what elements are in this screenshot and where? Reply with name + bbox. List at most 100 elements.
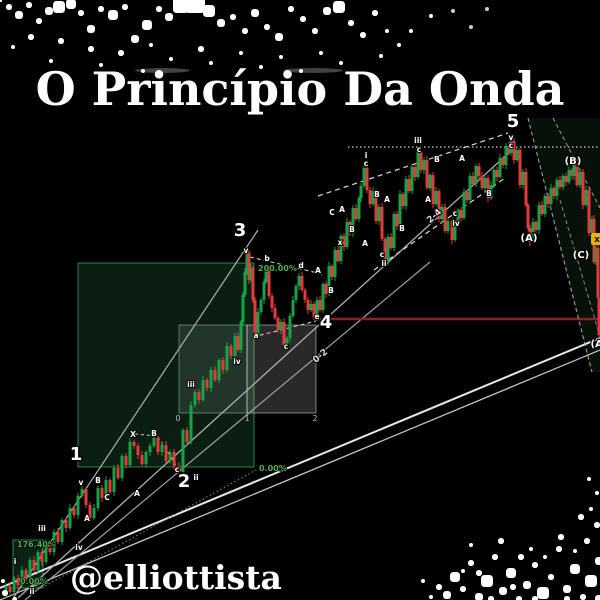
candle-body [72, 508, 76, 515]
candle-body [285, 338, 289, 345]
poster-title: O Princípio Da Onda [35, 62, 565, 116]
candle-body [108, 480, 112, 492]
candle-body [84, 489, 88, 505]
candle-body [489, 185, 493, 198]
wave-label-(A): (A) [521, 233, 538, 244]
candle-body [201, 380, 205, 400]
wave-label-3: 3 [234, 220, 247, 241]
candle-body [450, 221, 454, 240]
candle-body [309, 304, 313, 310]
candle-body [486, 178, 490, 198]
candle-body [209, 370, 213, 388]
candle-body [96, 488, 100, 508]
candle-body [521, 172, 525, 185]
subwave-label: e [314, 312, 319, 321]
candle-body [185, 430, 189, 442]
candle-body [462, 192, 466, 218]
candle-body [428, 175, 432, 188]
subwave-label: ii [381, 259, 386, 268]
candle-body [515, 150, 519, 160]
subwave-label: iv [75, 543, 83, 552]
candle-body [345, 222, 349, 247]
candle-body [148, 446, 152, 452]
line-2-4 [17, 149, 513, 599]
fib-label: 176.40% [17, 540, 56, 549]
candle-body [44, 543, 48, 562]
candle-body [477, 166, 481, 176]
candle-body [471, 176, 475, 184]
candle-body [386, 237, 390, 261]
fan-line-main [0, 337, 600, 589]
candle-body [276, 318, 280, 330]
subwave-label: iii [187, 380, 195, 389]
candle-body [20, 570, 24, 585]
mini-dashed-1 [134, 433, 158, 437]
candle-body [354, 208, 358, 219]
wave-label-5: 5 [507, 111, 520, 132]
subwave-label: c [364, 159, 368, 168]
candle-body [241, 295, 245, 322]
candle-body [564, 176, 568, 182]
candle-body [56, 532, 60, 542]
subwave-label: b [264, 254, 270, 263]
candle-body [12, 578, 16, 592]
yellow-x-marker [591, 233, 600, 245]
candle-body [404, 179, 408, 206]
candle-body [324, 284, 328, 294]
wave-label-(B): (B) [565, 156, 582, 167]
candle-body [422, 160, 426, 170]
candle-body [501, 158, 505, 165]
candle-body [8, 586, 12, 592]
subwave-label: A [425, 195, 431, 204]
candle-body [88, 505, 92, 518]
candle-body [24, 570, 28, 578]
candle-body [152, 438, 156, 446]
candle-body [132, 442, 136, 446]
candle-body [377, 207, 381, 221]
candle-body [168, 452, 172, 461]
candle-body [526, 205, 530, 228]
candle-body [392, 214, 396, 248]
candle-body [225, 346, 229, 370]
candle-body [474, 166, 478, 184]
candle-body [581, 172, 585, 205]
candle-body [205, 380, 209, 388]
paint-splatter-top-right [0, 0, 2, 2]
candle-body [368, 190, 372, 204]
candle-body [425, 160, 429, 188]
subwave-label: ii [29, 587, 34, 596]
candle-body [60, 520, 64, 542]
subwave-label: A [134, 489, 140, 498]
candle-body [318, 300, 322, 310]
subwave-label: C [104, 493, 110, 502]
triangle-a-c-dashed [252, 320, 317, 338]
candle-body [507, 146, 511, 153]
candle-body [247, 253, 251, 280]
candle-body [291, 300, 295, 316]
candle-body [40, 552, 44, 562]
candle-body [330, 266, 334, 277]
candle-body [552, 188, 556, 196]
subwave-label: c [380, 250, 384, 259]
candle-body [177, 466, 181, 472]
candle-body [243, 272, 247, 295]
candle-body [584, 190, 588, 205]
candle-body [273, 308, 277, 318]
candle-body [197, 392, 201, 400]
candle-body [245, 253, 249, 272]
candle-body [279, 322, 283, 330]
candle-body [512, 141, 516, 160]
subwave-label: i [365, 151, 368, 160]
candle-body [572, 162, 576, 176]
subwave-label: v [79, 478, 84, 487]
candle-body [164, 445, 168, 461]
candle-body [249, 268, 253, 280]
fib-zero-dotted-green [44, 469, 257, 587]
candle-body [256, 312, 260, 334]
subwave-label: A [384, 195, 390, 204]
candle-body [333, 250, 337, 277]
candle-body [120, 456, 124, 478]
candle-body [434, 191, 438, 204]
candle-body [270, 296, 274, 308]
